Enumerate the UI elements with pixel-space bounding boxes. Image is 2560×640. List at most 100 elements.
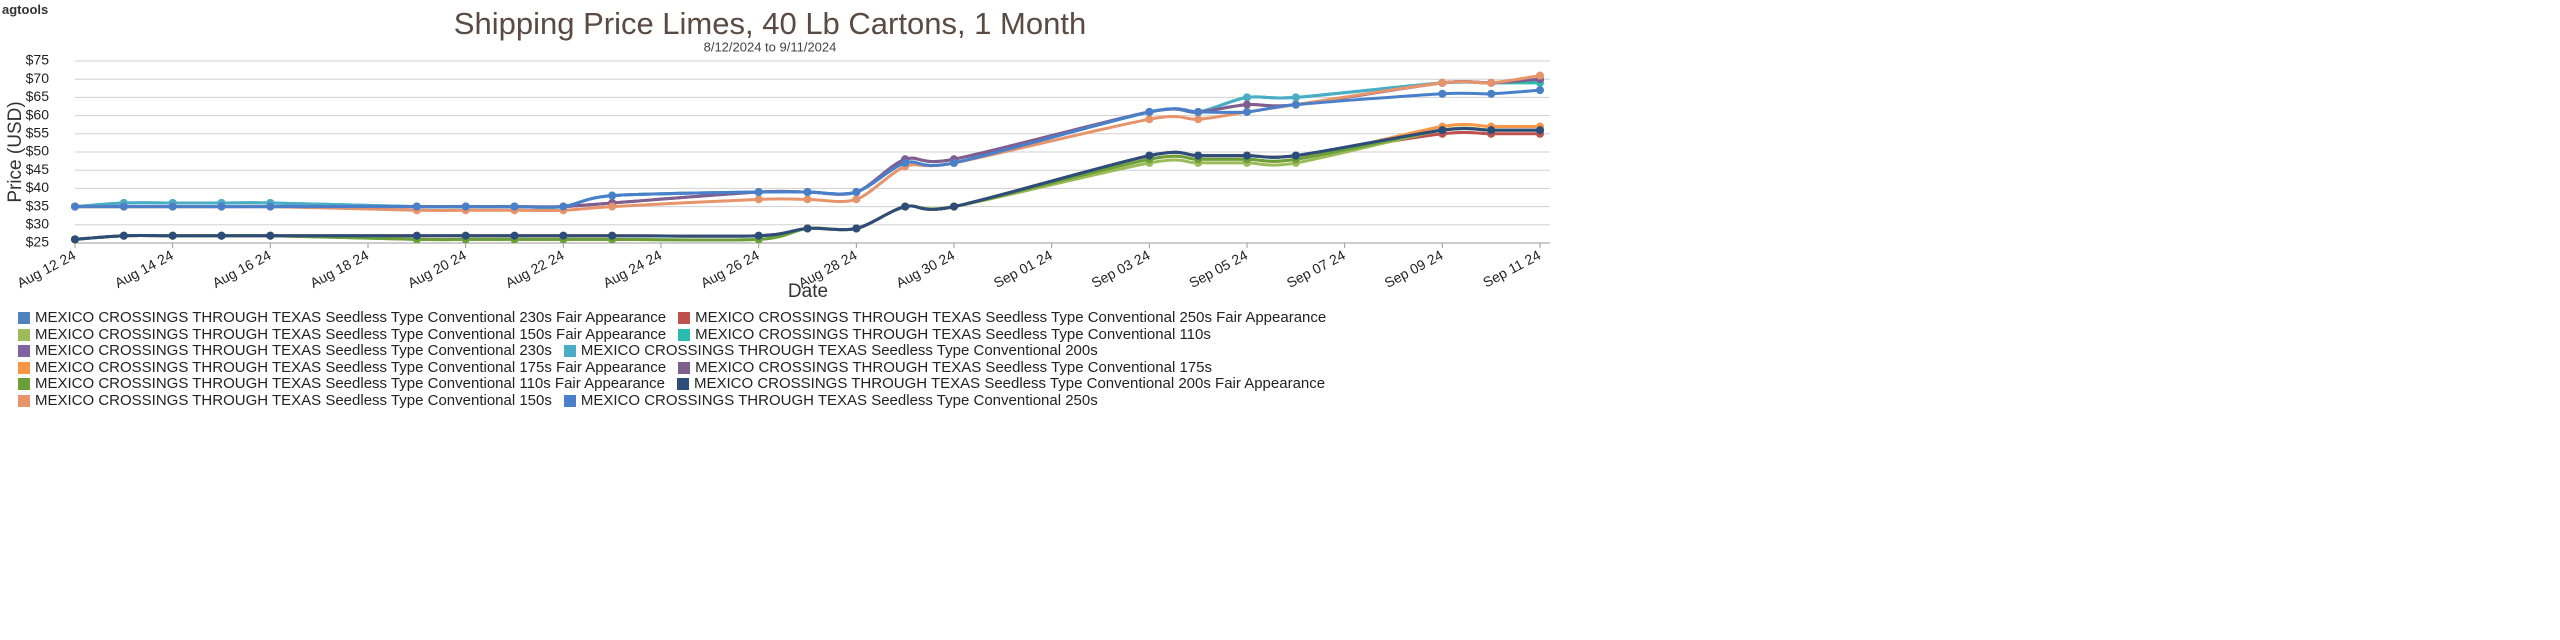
legend-item[interactable]: MEXICO CROSSINGS THROUGH TEXAS Seedless … bbox=[18, 392, 552, 410]
point bbox=[1438, 89, 1447, 98]
legend-label: MEXICO CROSSINGS THROUGH TEXAS Seedless … bbox=[694, 375, 1326, 392]
series-line bbox=[75, 77, 1541, 209]
point bbox=[461, 231, 470, 240]
legend-item[interactable]: MEXICO CROSSINGS THROUGH TEXAS Seedless … bbox=[677, 375, 1326, 393]
y-tick-label: $40 bbox=[26, 179, 50, 195]
legend-label: MEXICO CROSSINGS THROUGH TEXAS Seedless … bbox=[35, 309, 667, 326]
point bbox=[412, 202, 421, 211]
point bbox=[1438, 126, 1447, 135]
chart: agtools Shipping Price Limes, 40 Lb Cart… bbox=[2, 2, 1550, 302]
legend-swatch bbox=[18, 345, 30, 358]
legend-item[interactable]: MEXICO CROSSINGS THROUGH TEXAS Seedless … bbox=[678, 309, 1327, 327]
y-tick-label: $45 bbox=[26, 161, 50, 177]
legend-item[interactable]: MEXICO CROSSINGS THROUGH TEXAS Seedless … bbox=[563, 391, 1098, 410]
x-tick-label: Sep 11 24 bbox=[1480, 247, 1543, 291]
legend-item[interactable]: MEXICO CROSSINGS THROUGH TEXAS Seedless … bbox=[18, 309, 667, 327]
legend-item[interactable]: MEXICO CROSSINGS THROUGH TEXAS Seedless … bbox=[678, 358, 1212, 377]
legend-swatch bbox=[677, 378, 689, 391]
legend-label: MEXICO CROSSINGS THROUGH TEXAS Seedless … bbox=[35, 375, 665, 392]
point bbox=[1145, 115, 1154, 124]
y-tick-label: $25 bbox=[26, 234, 50, 250]
point bbox=[1536, 86, 1544, 95]
chart-title: Shipping Price Limes, 40 Lb Cartons, 1 M… bbox=[454, 6, 1086, 41]
point bbox=[510, 231, 519, 240]
y-tick-label: $70 bbox=[26, 70, 50, 86]
x-tick-label: Sep 01 24 bbox=[991, 247, 1055, 291]
series-line bbox=[74, 122, 1540, 241]
legend-label: MEXICO CROSSINGS THROUGH TEXAS Seedless … bbox=[695, 358, 1212, 376]
point bbox=[608, 191, 617, 200]
x-tick-label: Aug 22 24 bbox=[503, 247, 567, 291]
x-tick-label: Aug 20 24 bbox=[405, 247, 469, 291]
point bbox=[217, 231, 226, 240]
series-line bbox=[75, 77, 1541, 209]
y-tick-label: $65 bbox=[26, 88, 50, 104]
point bbox=[1145, 151, 1154, 160]
legend-item[interactable]: MEXICO CROSSINGS THROUGH TEXAS Seedless … bbox=[563, 342, 1098, 360]
legend-label: MEXICO CROSSINGS THROUGH TEXAS Seedless … bbox=[580, 342, 1098, 359]
point bbox=[754, 195, 763, 204]
point bbox=[1243, 100, 1251, 109]
x-tick-label: Sep 05 24 bbox=[1186, 247, 1250, 291]
legend-item[interactable]: MEXICO CROSSINGS THROUGH TEXAS Seedless … bbox=[18, 325, 667, 344]
x-tick-label: Aug 30 24 bbox=[893, 247, 957, 291]
x-tick-label: Aug 12 24 bbox=[14, 247, 78, 291]
point bbox=[1243, 107, 1251, 116]
logo: agtools bbox=[2, 2, 48, 17]
point bbox=[1291, 151, 1300, 160]
legend-label: MEXICO CROSSINGS THROUGH TEXAS Seedless … bbox=[35, 325, 667, 343]
point bbox=[1194, 107, 1203, 116]
chart-subtitle: 8/12/2024 to 9/11/2024 bbox=[704, 39, 837, 54]
point bbox=[1194, 115, 1203, 124]
legend-item[interactable]: MEXICO CROSSINGS THROUGH TEXAS Seedless … bbox=[18, 342, 552, 360]
point bbox=[119, 231, 128, 240]
point bbox=[1536, 71, 1544, 80]
point bbox=[1243, 93, 1251, 102]
legend-swatch bbox=[678, 361, 691, 374]
point bbox=[950, 202, 958, 211]
point bbox=[559, 231, 568, 240]
legend-label: MEXICO CROSSINGS THROUGH TEXAS Seedless … bbox=[695, 309, 1327, 326]
y-tick-label: $50 bbox=[26, 143, 50, 159]
legend-item[interactable]: MEXICO CROSSINGS THROUGH TEXAS Seedless … bbox=[18, 375, 665, 393]
point bbox=[852, 188, 861, 197]
legend-item[interactable]: MEXICO CROSSINGS THROUGH TEXAS Seedless … bbox=[678, 326, 1211, 344]
point bbox=[510, 202, 519, 211]
y-tick-label: $55 bbox=[26, 125, 50, 141]
point bbox=[608, 202, 617, 211]
point bbox=[1487, 89, 1496, 98]
point bbox=[217, 202, 226, 211]
legend-swatch bbox=[678, 328, 691, 341]
x-axis-title: Date bbox=[788, 281, 828, 302]
point bbox=[266, 202, 275, 211]
point bbox=[266, 231, 275, 240]
point bbox=[412, 231, 421, 240]
x-tick-label: Sep 03 24 bbox=[1089, 247, 1153, 291]
y-axis-title: Price (USD) bbox=[5, 101, 26, 202]
point bbox=[803, 195, 812, 204]
point bbox=[852, 195, 861, 204]
series-line bbox=[74, 126, 1540, 241]
legend-item[interactable]: MEXICO CROSSINGS THROUGH TEXAS Seedless … bbox=[18, 359, 666, 377]
legend-swatch bbox=[563, 345, 576, 358]
point bbox=[1487, 78, 1496, 87]
point bbox=[803, 188, 812, 197]
x-tick-label: Aug 24 24 bbox=[600, 247, 664, 291]
series-line bbox=[74, 130, 1540, 241]
series-line bbox=[74, 126, 1540, 242]
legend-label: MEXICO CROSSINGS THROUGH TEXAS Seedless … bbox=[580, 391, 1098, 409]
point bbox=[1145, 107, 1154, 116]
point bbox=[608, 231, 617, 240]
y-tick-label: $30 bbox=[26, 216, 50, 232]
x-tick-label: Aug 18 24 bbox=[307, 247, 371, 291]
point bbox=[559, 202, 568, 211]
point bbox=[754, 231, 763, 240]
point bbox=[1536, 126, 1544, 135]
legend-swatch bbox=[18, 361, 30, 374]
series-line bbox=[74, 126, 1540, 242]
point bbox=[852, 224, 861, 233]
point bbox=[461, 202, 470, 211]
point bbox=[901, 202, 910, 211]
legend-swatch bbox=[18, 312, 30, 325]
